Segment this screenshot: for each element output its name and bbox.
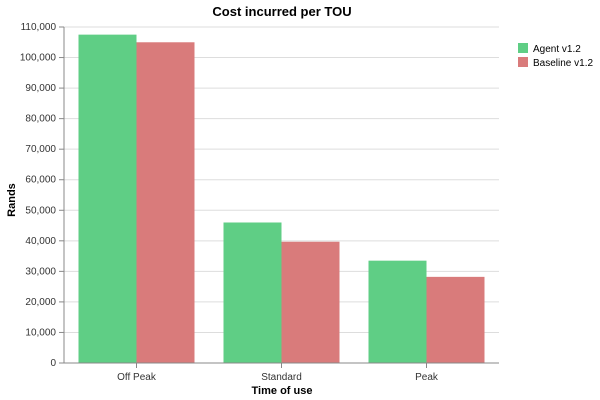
y-axis-title: Rands xyxy=(6,183,18,217)
legend-swatch xyxy=(518,57,528,67)
x-axis-title: Time of use xyxy=(252,385,313,397)
legend-swatch xyxy=(518,43,528,53)
legend: Agent v1.2 Baseline v1.2 xyxy=(518,43,593,69)
legend-label: Baseline v1.2 xyxy=(533,58,593,69)
y-tick-label: 20,000 xyxy=(25,297,56,308)
x-tick-label: Off Peak xyxy=(117,372,157,383)
y-tick-label: 80,000 xyxy=(25,114,56,125)
chart-title: Cost incurred per TOU xyxy=(212,4,351,19)
y-tick-label: 60,000 xyxy=(25,175,56,186)
x-axis-ticks: Off Peak Standard Peak xyxy=(117,363,439,383)
y-tick-label: 30,000 xyxy=(25,266,56,277)
y-tick-label: 110,000 xyxy=(21,22,57,33)
y-tick-label: 10,000 xyxy=(25,327,56,338)
bar-agent xyxy=(78,34,137,364)
bar-agent xyxy=(368,260,427,363)
x-tick-label: Peak xyxy=(415,372,439,383)
bar-baseline xyxy=(136,42,195,363)
y-tick-label: 50,000 xyxy=(25,205,56,216)
y-tick-label: 0 xyxy=(50,358,56,369)
y-tick-label: 70,000 xyxy=(25,144,56,155)
y-tick-label: 100,000 xyxy=(20,53,57,64)
bar-agent xyxy=(223,222,282,363)
y-axis-ticks: 0 10,000 20,000 30,000 40,000 50,000 60,000 70,… xyxy=(20,22,64,369)
y-tick-label: 40,000 xyxy=(25,236,56,247)
bars xyxy=(78,34,485,364)
bar-baseline xyxy=(281,241,340,363)
legend-label: Agent v1.2 xyxy=(533,44,581,55)
x-tick-label: Standard xyxy=(261,372,302,383)
bar-baseline xyxy=(426,276,485,363)
y-tick-label: 90,000 xyxy=(25,83,56,94)
